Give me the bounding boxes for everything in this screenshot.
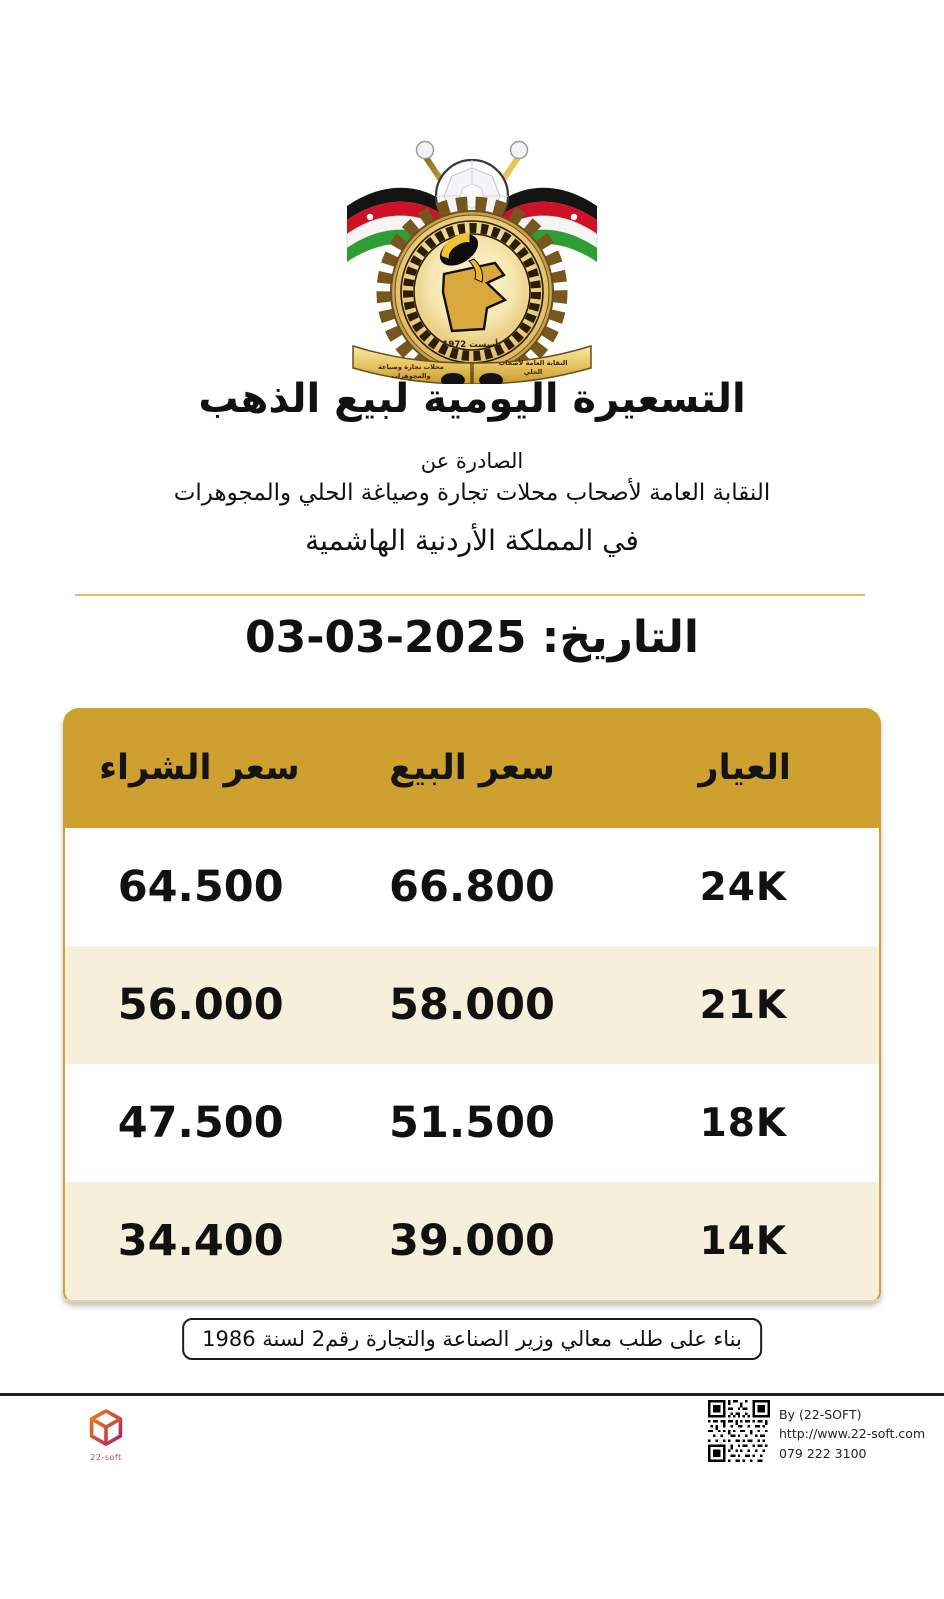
table-row: 21K 58.000 56.000 xyxy=(65,946,879,1064)
date-value: 03-03-2025 xyxy=(244,612,527,663)
karat-value: 14K xyxy=(699,1218,788,1264)
sell-price: 39.000 xyxy=(389,1216,555,1266)
22soft-cube-icon xyxy=(89,1409,123,1446)
footer-divider xyxy=(0,1393,944,1396)
ribbon-banner-icon: النقابة العامة لأصحاب الحلي محلات تجارة … xyxy=(352,344,592,387)
syndicate-name-line: النقابة العامة لأصحاب محلات تجارة وصياغة… xyxy=(173,480,771,506)
column-header-karat: العيار xyxy=(698,748,791,788)
karat-value: 24K xyxy=(699,864,788,910)
crucible-icon xyxy=(439,232,484,283)
table-row: 24K 66.800 64.500 xyxy=(65,828,879,946)
buy-price: 47.500 xyxy=(117,1098,284,1148)
legal-note: بناء على طلب معالي وزير الصناعة والتجارة… xyxy=(182,1318,762,1360)
vendor-url: http://www.22-soft.com xyxy=(779,1426,926,1442)
issued-by-line: الصادرة عن xyxy=(420,449,524,473)
vendor-contact-text: By (22-SOFT) http://www.22-soft.com 079 … xyxy=(779,1400,925,1463)
sell-price: 51.500 xyxy=(389,1098,555,1148)
sell-price: 66.800 xyxy=(389,862,555,912)
vendor-contact-block: By (22-SOFT) http://www.22-soft.com 079 … xyxy=(708,1400,925,1463)
syndicate-emblem: تأسست 1972 النقابة العامة لأصحاب الحلي م… xyxy=(337,132,607,388)
page-title: التسعيرة اليومية لبيع الذهب xyxy=(198,376,746,422)
syndicate-emblem-icon: تأسست 1972 النقابة العامة لأصحاب الحلي م… xyxy=(346,140,598,388)
established-year: تأسست 1972 xyxy=(442,338,501,350)
date-line: التاريخ: 03-03-2025 xyxy=(0,612,944,663)
gold-divider xyxy=(75,594,865,596)
sell-price: 58.000 xyxy=(389,980,555,1030)
qr-code-icon xyxy=(708,1400,770,1462)
buy-price: 64.500 xyxy=(117,862,284,912)
karat-value: 18K xyxy=(699,1100,788,1146)
vendor-brand-label: 22-soft xyxy=(90,1453,122,1462)
table-row: 18K 51.500 47.500 xyxy=(65,1064,879,1182)
ribbon-text-right-1: النقابة العامة لأصحاب xyxy=(499,358,568,367)
vendor-phone: 079 222 3100 xyxy=(779,1445,867,1461)
buy-price: 56.000 xyxy=(117,980,284,1030)
date-label: التاريخ: xyxy=(541,612,700,663)
gold-price-table: العيار سعر البيع سعر الشراء 24K 66.800 6… xyxy=(63,708,881,1302)
table-row: 14K 39.000 34.400 xyxy=(65,1182,879,1300)
vendor-logo-block: 22-soft xyxy=(74,1408,138,1462)
table-body: 24K 66.800 64.500 21K 58.000 56.000 18K … xyxy=(63,828,881,1302)
table-header-row: العيار سعر البيع سعر الشراء xyxy=(63,708,881,828)
ribbon-text-right-2: الحلي xyxy=(524,368,543,376)
buy-price: 34.400 xyxy=(117,1216,284,1266)
country-line: في المملكة الأردنية الهاشمية xyxy=(305,524,639,557)
vendor-by-line: By (22-SOFT) xyxy=(779,1407,862,1422)
karat-value: 21K xyxy=(699,982,788,1028)
column-header-sell-price: سعر البيع xyxy=(389,748,555,788)
jordan-map-icon xyxy=(441,261,508,333)
ribbon-text-left-1: محلات تجارة وصياغة xyxy=(378,363,444,371)
ribbon-text-left-2: والمجوهرات xyxy=(391,372,430,380)
column-header-buy-price: سعر الشراء xyxy=(99,748,300,788)
